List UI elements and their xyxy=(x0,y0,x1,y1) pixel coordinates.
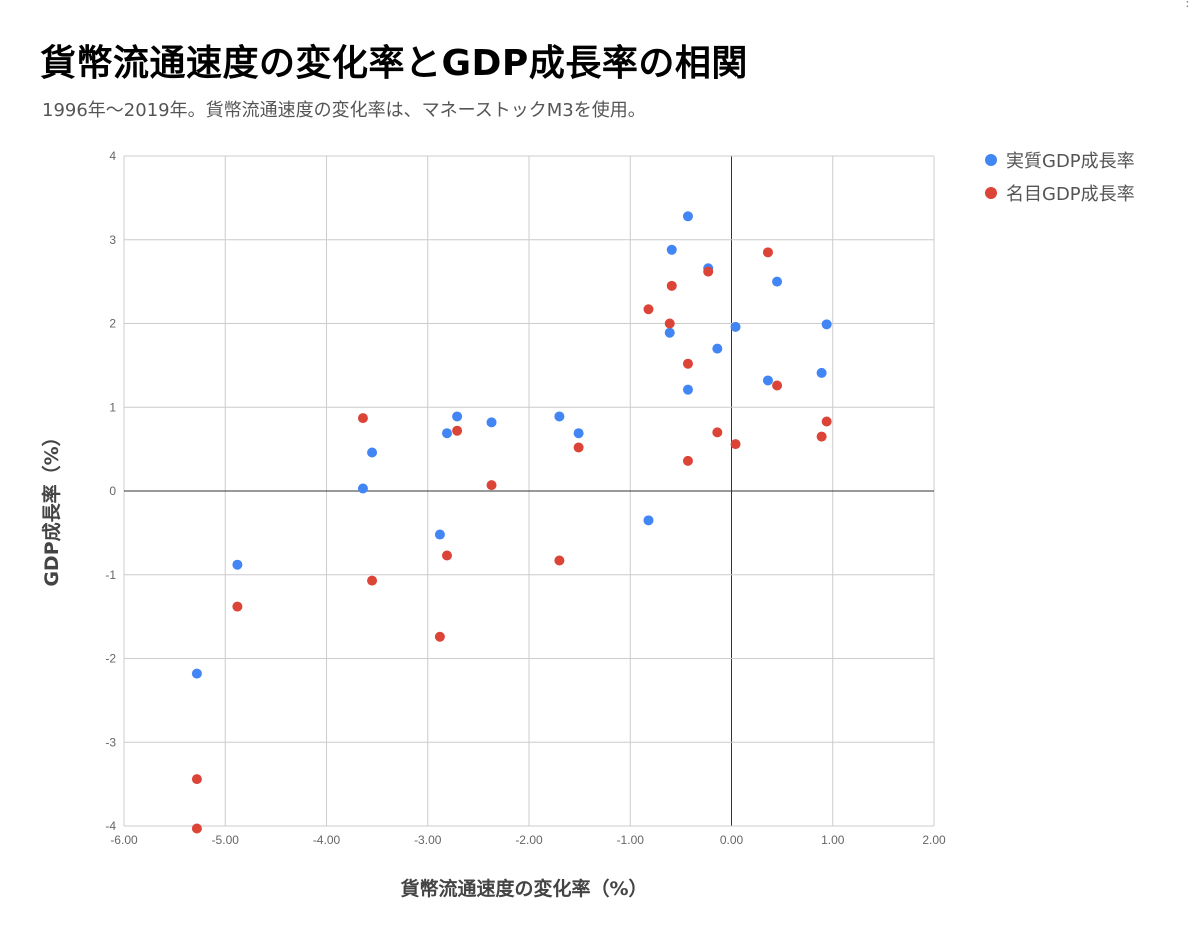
y-tick-label: 3 xyxy=(109,233,116,247)
real-gdp-point[interactable] xyxy=(357,483,368,494)
nominal-gdp-point[interactable] xyxy=(357,413,368,424)
chart-title: 貨幣流通速度の変化率とGDP成長率の相関 xyxy=(40,43,748,84)
real-gdp-point[interactable] xyxy=(486,417,497,428)
y-tick-label: -3 xyxy=(105,735,116,749)
nominal-gdp-point[interactable] xyxy=(666,280,677,291)
nominal-gdp-point[interactable] xyxy=(762,247,773,258)
nominal-gdp-point[interactable] xyxy=(772,380,783,391)
nominal-gdp-point[interactable] xyxy=(452,425,463,436)
x-tick-label: 1.00 xyxy=(821,833,845,847)
real-gdp-point[interactable] xyxy=(452,411,463,422)
nominal-gdp-point[interactable] xyxy=(441,550,452,561)
real-gdp-point[interactable] xyxy=(666,244,677,255)
real-gdp-point[interactable] xyxy=(191,668,202,679)
real-gdp-point[interactable] xyxy=(816,367,827,378)
nominal-gdp-point[interactable] xyxy=(821,416,832,427)
y-axis-title: GDP成長率（%） xyxy=(40,427,63,586)
real-gdp-point[interactable] xyxy=(821,319,832,330)
legend-label[interactable]: 名目GDP成長率 xyxy=(1006,184,1135,205)
x-tick-label: -3.00 xyxy=(414,833,442,847)
nominal-gdp-point[interactable] xyxy=(816,431,827,442)
real-gdp-point[interactable] xyxy=(434,529,445,540)
nominal-gdp-point[interactable] xyxy=(486,480,497,491)
y-tick-label: 4 xyxy=(109,149,116,163)
nominal-gdp-point[interactable] xyxy=(573,442,584,453)
nominal-gdp-point[interactable] xyxy=(682,358,693,369)
nominal-gdp-point[interactable] xyxy=(712,427,723,438)
real-gdp-point[interactable] xyxy=(762,375,773,386)
x-tick-label: -5.00 xyxy=(212,833,240,847)
more-vert-icon[interactable]: ⋮ xyxy=(1181,0,1194,10)
data-points xyxy=(191,211,832,834)
nominal-gdp-point[interactable] xyxy=(191,823,202,834)
nominal-gdp-point[interactable] xyxy=(682,455,693,466)
real-gdp-point[interactable] xyxy=(643,515,654,526)
x-tick-label: 0.00 xyxy=(720,833,744,847)
nominal-gdp-point[interactable] xyxy=(730,439,741,450)
nominal-gdp-point[interactable] xyxy=(232,601,243,612)
nominal-gdp-point[interactable] xyxy=(643,304,654,315)
y-tick-label: 2 xyxy=(109,317,116,331)
y-tick-label: 0 xyxy=(109,484,116,498)
grid-lines xyxy=(123,155,935,827)
tick-labels: -6.00 -5.00 -4.00 -3.00 -2.00 -1.00 0.00 1.00 2.… xyxy=(105,149,946,847)
x-tick-label: -1.00 xyxy=(617,833,645,847)
nominal-gdp-point[interactable] xyxy=(434,631,445,642)
nominal-gdp-point[interactable] xyxy=(554,555,565,566)
real-gdp-point[interactable] xyxy=(232,559,243,570)
real-gdp-point[interactable] xyxy=(772,276,783,287)
chart-subtitle: 1996年～2019年。貨幣流通速度の変化率は、マネーストックM3を使用。 xyxy=(42,100,646,121)
nominal-gdp-point[interactable] xyxy=(191,774,202,785)
x-tick-label: -4.00 xyxy=(313,833,341,847)
y-tick-label: -1 xyxy=(105,568,116,582)
real-gdp-point[interactable] xyxy=(730,321,741,332)
x-axis-title: 貨幣流通速度の変化率（%） xyxy=(400,877,647,900)
real-gdp-point[interactable] xyxy=(712,343,723,354)
nominal-gdp-point[interactable] xyxy=(367,575,378,586)
nominal-gdp-point[interactable] xyxy=(703,266,714,277)
legend-marker xyxy=(985,154,997,166)
real-gdp-point[interactable] xyxy=(664,327,675,338)
y-tick-label: -4 xyxy=(105,819,116,833)
real-gdp-point[interactable] xyxy=(573,428,584,439)
y-tick-label: -2 xyxy=(105,652,116,666)
legend-marker xyxy=(985,187,997,199)
x-tick-label: -2.00 xyxy=(515,833,543,847)
real-gdp-point[interactable] xyxy=(682,211,693,222)
real-gdp-point[interactable] xyxy=(554,411,565,422)
y-tick-label: 1 xyxy=(109,400,116,414)
real-gdp-point[interactable] xyxy=(682,384,693,395)
legend-label[interactable]: 実質GDP成長率 xyxy=(1006,151,1135,172)
real-gdp-point[interactable] xyxy=(367,447,378,458)
x-tick-label: 2.00 xyxy=(922,833,946,847)
x-tick-label: -6.00 xyxy=(110,833,138,847)
nominal-gdp-point[interactable] xyxy=(664,318,675,329)
real-gdp-point[interactable] xyxy=(441,428,452,439)
